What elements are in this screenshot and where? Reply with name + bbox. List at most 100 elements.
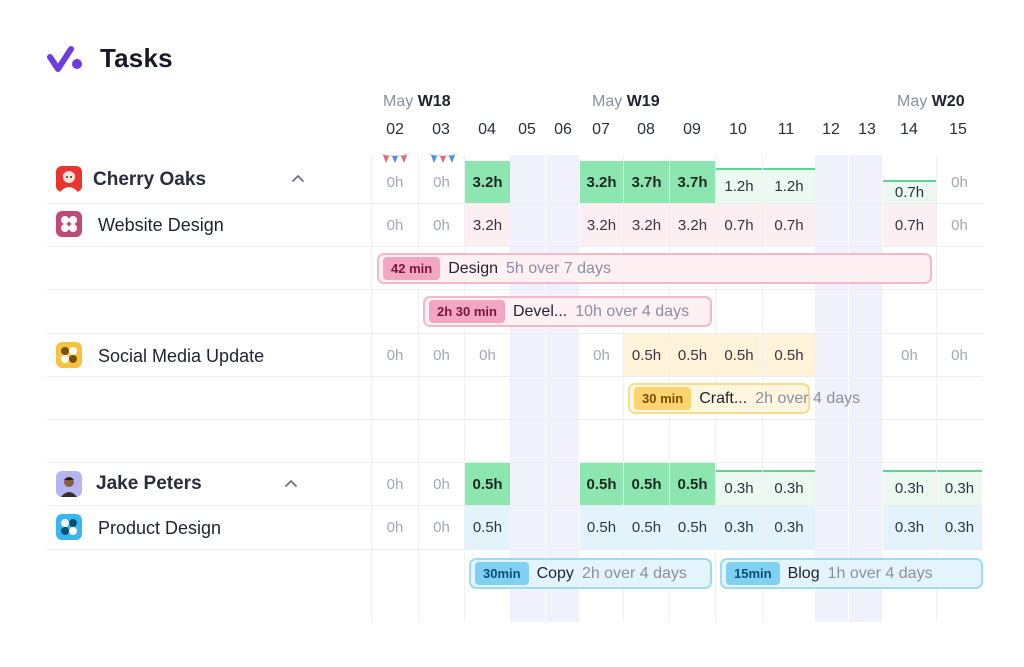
hours-cell: 3.2h: [580, 161, 623, 203]
hours-cell: 0.5h: [624, 506, 669, 549]
hours-cell: 0.5h: [624, 463, 669, 505]
hours-cell: 0.7h: [883, 204, 936, 246]
hours-cell: 0.7h: [716, 204, 762, 246]
hours-cell: 3.2h: [624, 204, 669, 246]
task-duration-badge: 30 min: [634, 387, 692, 410]
hours-cell: 0h: [386, 173, 404, 191]
weekend-column-06: [546, 155, 579, 622]
task-bar-design[interactable]: 42 min Design 5h over 7 days: [377, 253, 932, 284]
hours-cell: 0h: [433, 173, 450, 191]
bunting-icon: [428, 153, 458, 163]
project-name: Product Design: [98, 518, 222, 538]
avatar: [56, 471, 82, 497]
bunting-icon: [380, 153, 410, 163]
week-label-w20: May W20: [897, 93, 965, 110]
hours-cell: 0h: [479, 346, 496, 364]
hours-cell: 0h: [951, 346, 968, 364]
row-divider: [47, 333, 983, 334]
task-bar-development[interactable]: 2h 30 min Devel... 10h over 4 days: [423, 296, 712, 327]
hours-cell: 0.5h: [580, 463, 623, 505]
task-name: Design: [448, 259, 498, 277]
hours-cell: 3.2h: [580, 204, 623, 246]
hours-cell: 0.3h: [763, 470, 815, 505]
task-bar-copy[interactable]: 30min Copy 2h over 4 days: [469, 558, 712, 589]
day-label: 13: [858, 121, 876, 138]
hours-cell: 0.3h: [763, 506, 815, 549]
row-divider: [47, 376, 983, 377]
hours-cell: 0h: [433, 346, 450, 364]
hours-cell: 0h: [433, 475, 450, 493]
hours-cell: 0.3h: [716, 506, 762, 549]
weekend-column-13: [849, 155, 882, 622]
task-bar-blog[interactable]: 15min Blog 1h over 4 days: [720, 558, 983, 589]
hours-cell: 0.5h: [624, 334, 669, 376]
project-icon-website-design: [56, 211, 82, 237]
grid-line: [371, 155, 372, 622]
hours-cell: 3.2h: [465, 161, 510, 203]
grid-line: [936, 155, 937, 622]
hours-cell: 0.5h: [465, 463, 510, 505]
weekend-column-05: [510, 155, 545, 622]
page-title: Tasks: [100, 43, 173, 73]
day-label: 15: [949, 121, 967, 138]
task-summary: 5h over 7 days: [506, 259, 611, 277]
day-label: 04: [478, 121, 496, 138]
hours-cell: 1.2h: [716, 168, 762, 203]
project-name: Website Design: [98, 215, 224, 235]
project-name: Social Media Update: [98, 346, 265, 366]
hours-cell: 0h: [951, 216, 968, 234]
hours-cell: 0.5h: [670, 463, 715, 505]
avatar: [56, 166, 82, 192]
hours-cell: 0h: [386, 475, 404, 493]
day-label: 02: [386, 121, 404, 138]
hours-cell: 0.3h: [937, 506, 982, 549]
week-label-w19: May W19: [592, 93, 660, 110]
row-divider: [47, 246, 983, 247]
grid-line: [623, 155, 624, 622]
row-divider: [47, 289, 983, 290]
chevron-up-icon[interactable]: [284, 477, 298, 491]
project-icon-social-media-update: [56, 342, 82, 368]
task-duration-badge: 30min: [475, 562, 529, 585]
hours-cell: 0h: [386, 519, 404, 536]
app-logo-icon: [47, 46, 82, 72]
hours-cell: 0h: [386, 216, 404, 234]
hours-cell: 0h: [593, 346, 610, 364]
hours-cell: 3.7h: [670, 161, 715, 203]
task-duration-badge: 42 min: [383, 257, 441, 280]
day-label: 08: [637, 121, 655, 138]
hours-cell: 0.5h: [580, 506, 623, 549]
row-divider: [47, 549, 983, 550]
row-divider: [47, 203, 983, 204]
chevron-up-icon[interactable]: [291, 172, 305, 186]
task-summary: 2h over 4 days: [581, 564, 687, 582]
person-name: Jake Peters: [96, 473, 202, 494]
hours-cell: 3.2h: [465, 204, 510, 246]
hours-cell: 0h: [386, 346, 404, 364]
hours-cell: 3.2h: [670, 204, 715, 246]
day-label: 14: [900, 121, 918, 138]
task-summary: 2h over 4 days: [755, 389, 861, 407]
hours-cell: 0.3h: [883, 470, 936, 505]
hours-cell: 0.3h: [937, 470, 982, 505]
hours-cell: 0h: [433, 519, 450, 536]
task-bar-craft[interactable]: 30 min Craft... 2h over 4 days: [628, 383, 860, 414]
hours-cell: 0.7h: [883, 180, 936, 203]
hours-cell: 0.5h: [716, 334, 762, 376]
hours-cell: 0.7h: [763, 204, 815, 246]
task-duration-badge: 2h 30 min: [429, 300, 505, 323]
task-name: Craft...: [699, 389, 748, 407]
task-name: Devel...: [512, 302, 568, 320]
hours-cell: 0h: [951, 173, 968, 191]
avatar-jake-peters-icon: [61, 477, 77, 497]
person-name: Cherry Oaks: [93, 169, 207, 190]
hours-cell: 0.5h: [670, 334, 715, 376]
day-label: 10: [729, 121, 747, 138]
hours-cell: 0h: [901, 346, 918, 364]
task-duration-badge: 15min: [726, 562, 780, 585]
hours-cell: 0.5h: [670, 506, 715, 549]
day-label: 12: [822, 121, 840, 138]
row-divider: [47, 419, 983, 420]
day-label: 03: [432, 121, 450, 138]
task-summary: 1h over 4 days: [827, 564, 933, 582]
